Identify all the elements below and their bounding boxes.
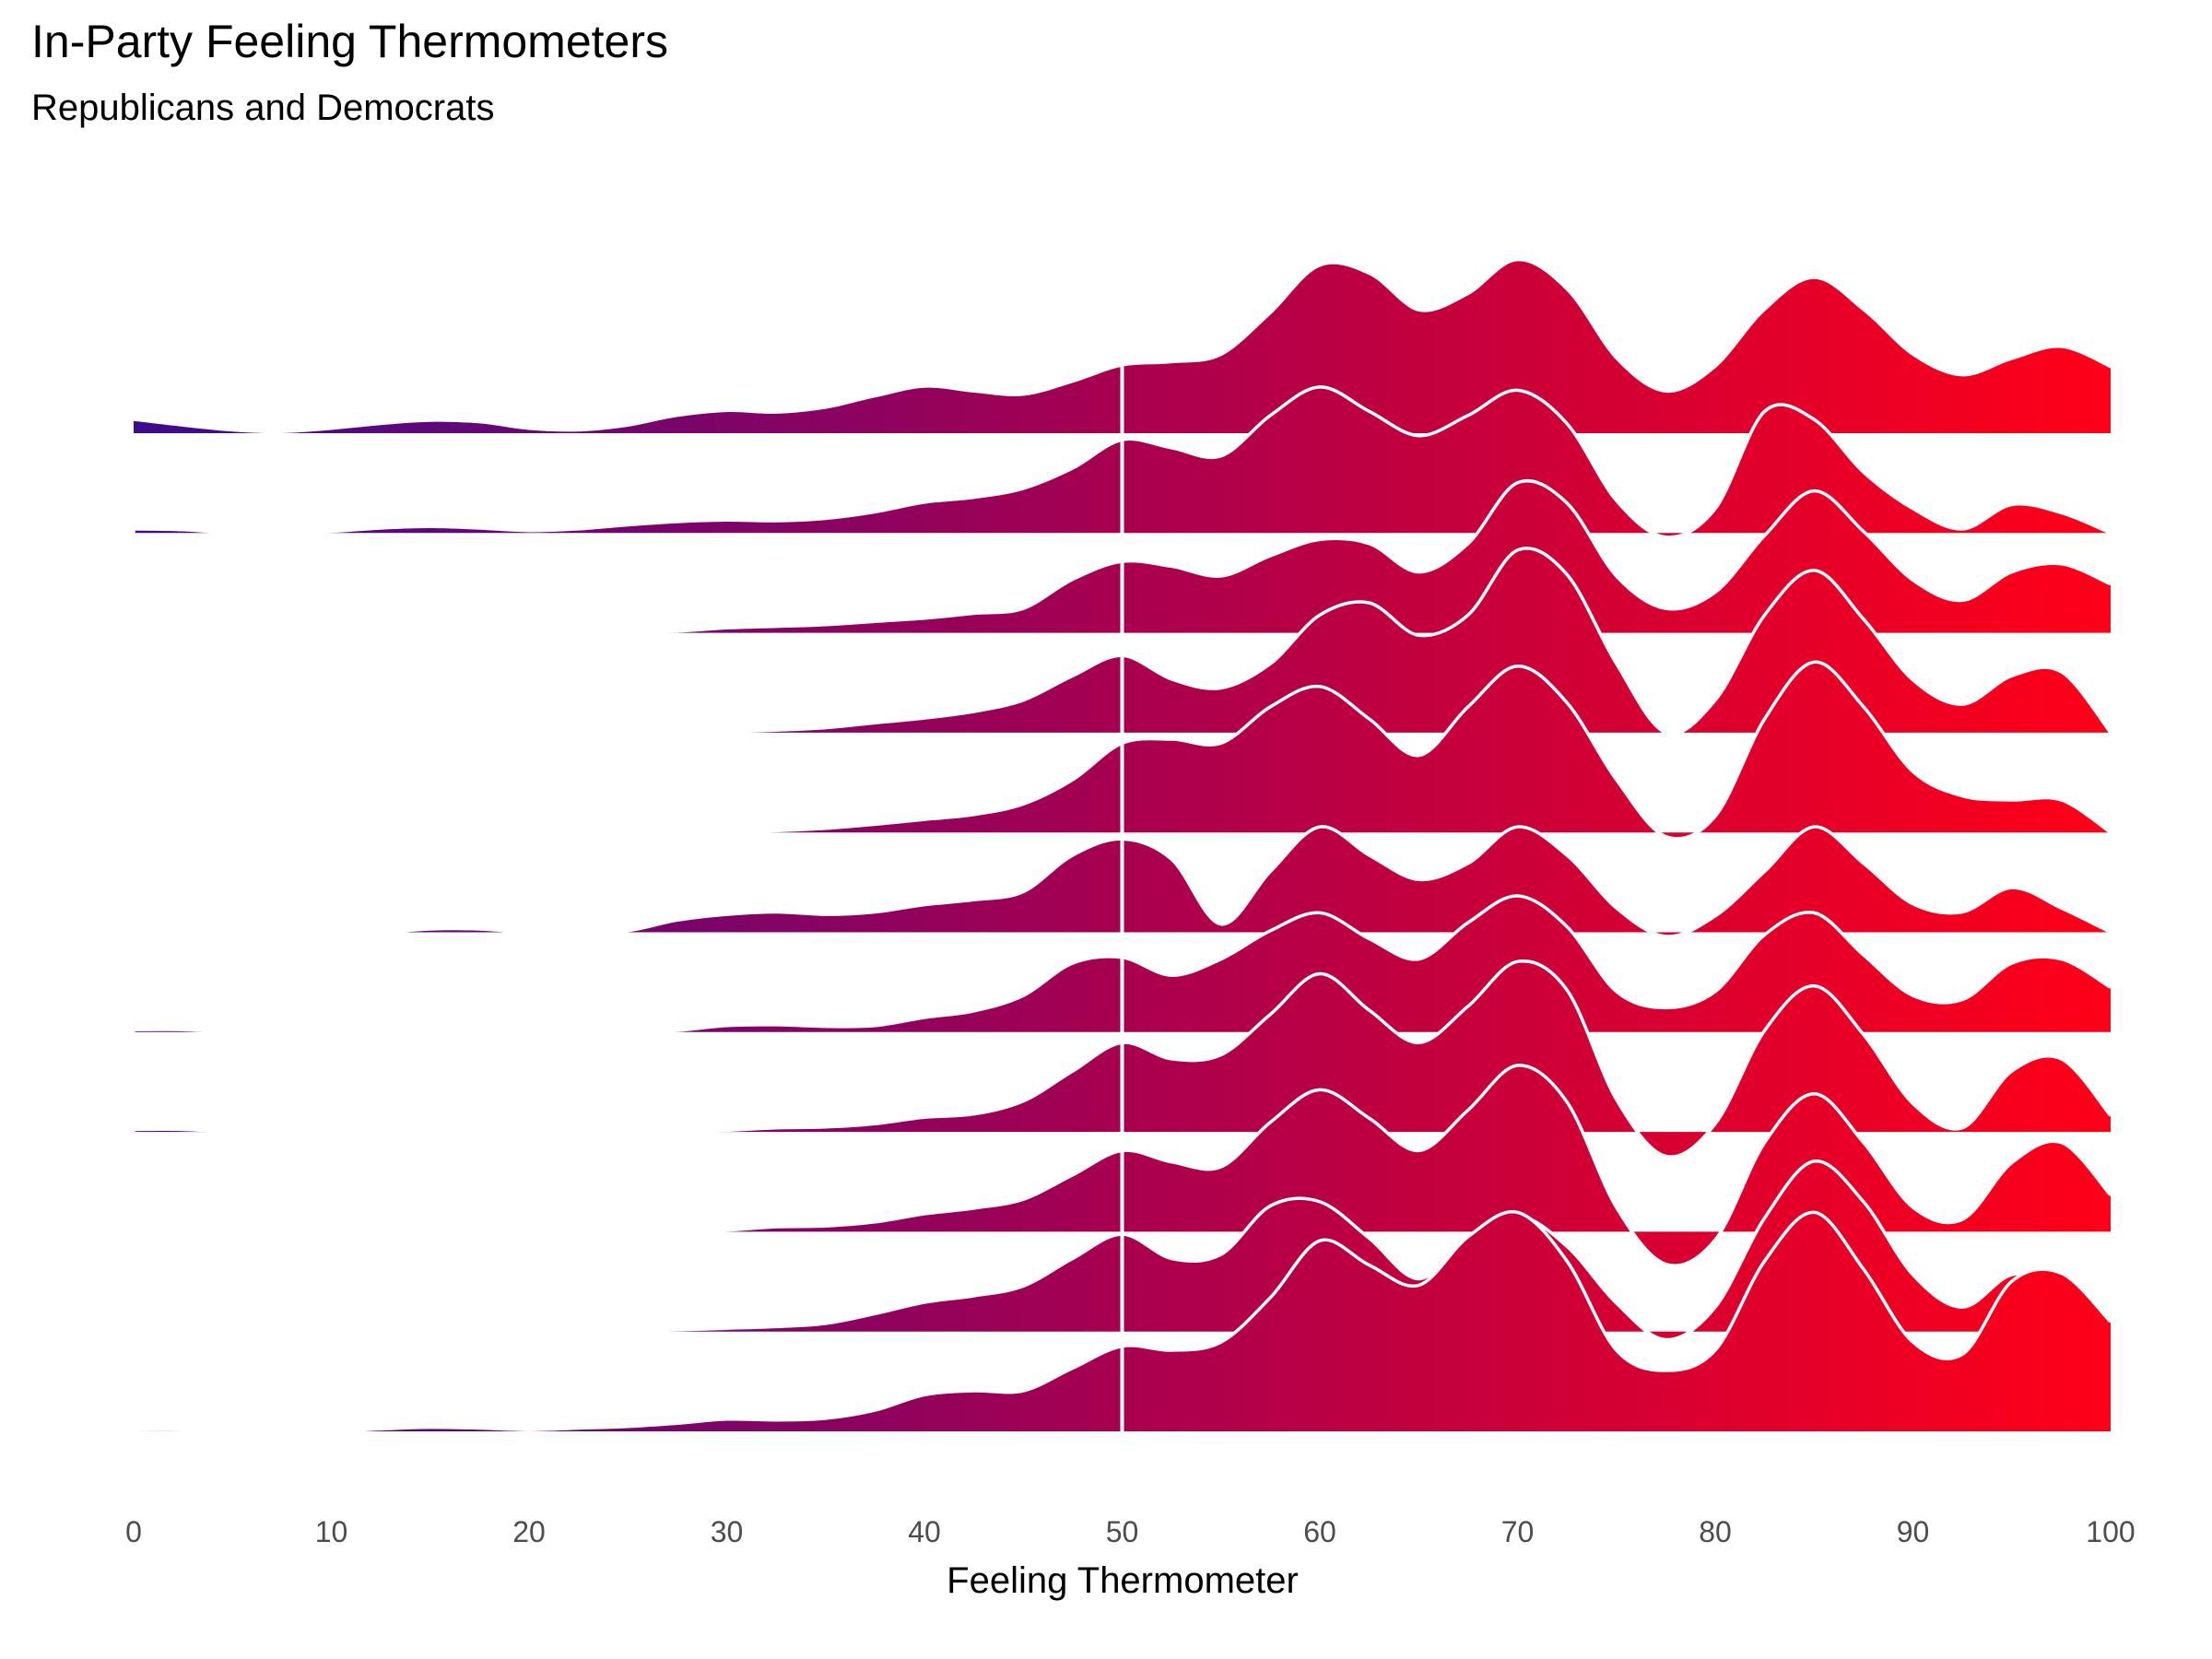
ridge-outline-8 [132, 959, 2112, 1159]
x-tick-label-50: 50 [1106, 1515, 1139, 1548]
ridge-fill-3 [134, 480, 2111, 633]
chart-subtitle: Republicans and Democrats [31, 88, 494, 128]
x-tick-label-100: 100 [2086, 1515, 2135, 1548]
ridge-fill-11 [134, 1211, 2111, 1432]
ridge-outline-7 [132, 894, 2112, 1034]
ridge-outline-9 [134, 1064, 2112, 1267]
ridge-fill-1 [134, 261, 2111, 434]
x-tick-label-40: 40 [908, 1515, 941, 1548]
ridge-outline-6 [133, 825, 2112, 938]
x-tick-label-0: 0 [125, 1515, 142, 1548]
ridge-outline-5 [134, 660, 2112, 841]
x-tick-label-30: 30 [711, 1515, 744, 1548]
x-tick-label-60: 60 [1303, 1515, 1336, 1548]
ridge-outline-4 [133, 547, 2112, 735]
x-axis-ticks: 0 10 20 30 40 50 60 70 80 90 100 [125, 1515, 2136, 1548]
x-axis-title: Feeling Thermometer [947, 1560, 1299, 1601]
ridge-outline-3 [134, 478, 2112, 635]
ridge-fill-4 [134, 547, 2111, 735]
x-tick-label-10: 10 [315, 1515, 348, 1548]
x-tick-label-20: 20 [512, 1515, 546, 1548]
x-tick-label-70: 70 [1501, 1515, 1535, 1548]
x-tick-label-80: 80 [1699, 1515, 1732, 1548]
chart-title: In-Party Feeling Thermometers [31, 16, 668, 67]
ridge-outline-2 [132, 385, 2112, 539]
ridge-outline-11 [132, 1209, 2112, 1433]
x-tick-label-90: 90 [1897, 1515, 1930, 1548]
ridge-outline-10 [134, 1159, 2112, 1342]
